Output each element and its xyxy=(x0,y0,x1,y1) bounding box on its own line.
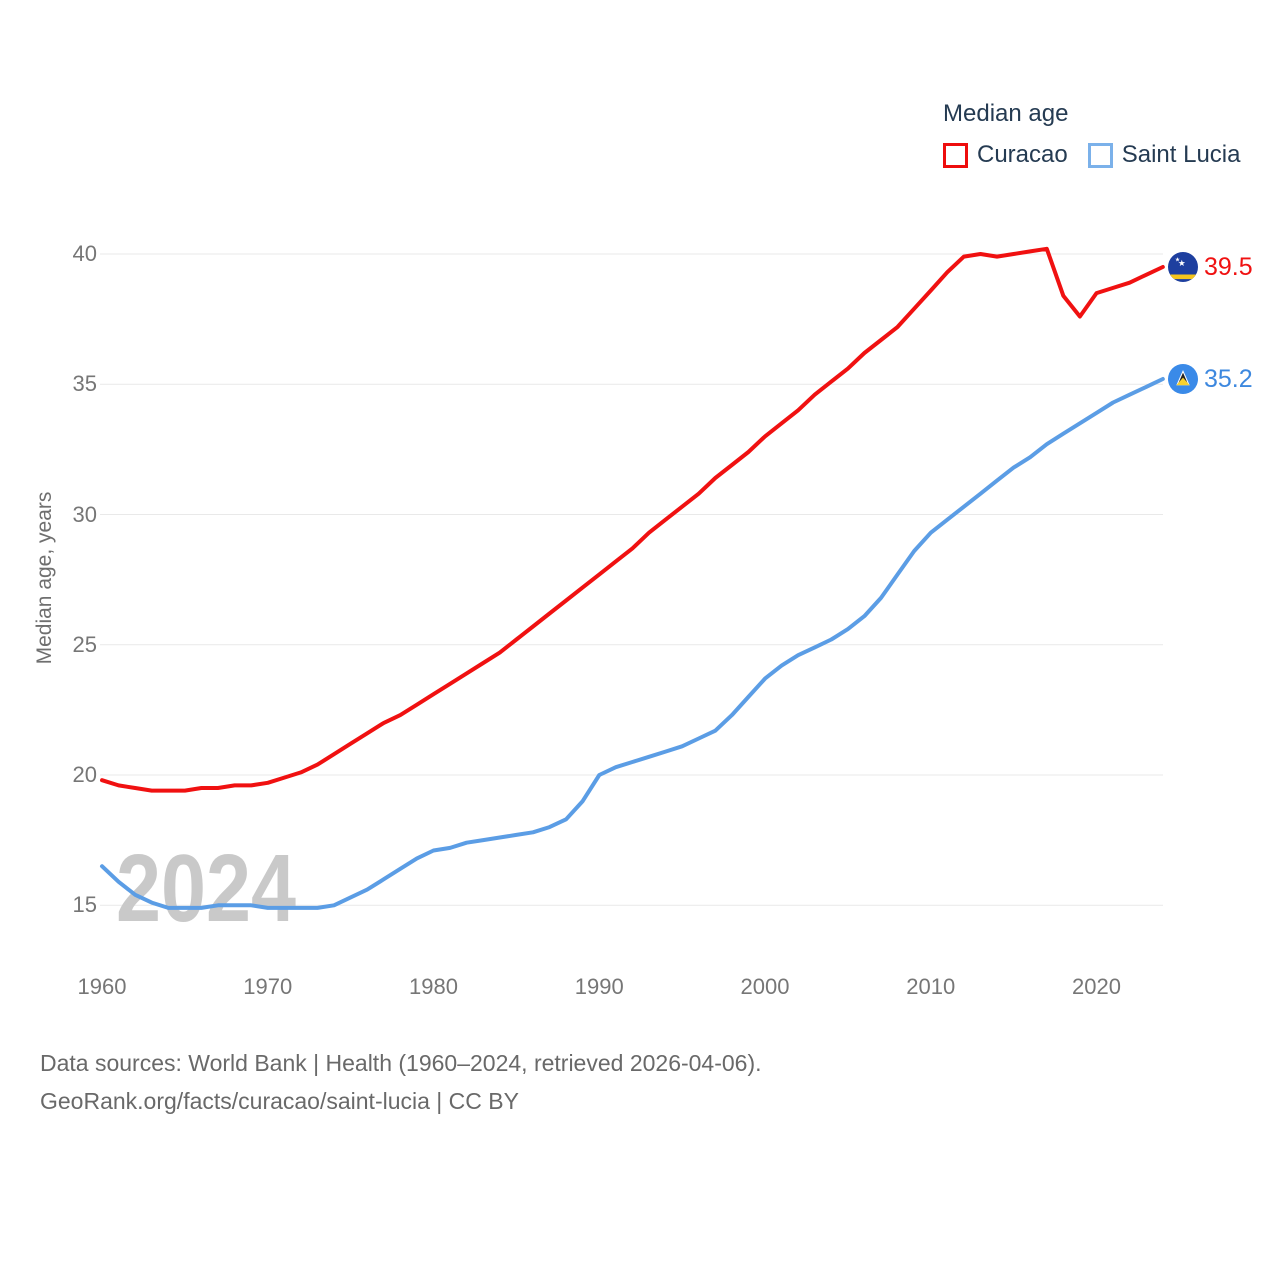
y-tick-label: 15 xyxy=(72,892,97,918)
watermark-year: 2024 xyxy=(116,835,296,942)
legend-label-curacao: Curacao xyxy=(977,141,1068,168)
plot-area: 2024 xyxy=(100,246,1165,942)
y-tick-label: 25 xyxy=(72,631,97,657)
footer-attribution-line: GeoRank.org/facts/curacao/saint-lucia | … xyxy=(40,1088,519,1114)
saint-lucia-swatch-icon xyxy=(1087,142,1113,168)
y-tick-label: 40 xyxy=(72,241,97,266)
saint-lucia-flag-icon xyxy=(1168,364,1198,395)
curacao-end-value: 39.5 xyxy=(1204,253,1253,282)
footer: Data sources: World Bank | Health (1960–… xyxy=(40,1044,762,1120)
series-line-saint-lucia xyxy=(100,377,1165,910)
x-tick-label: 2020 xyxy=(1072,974,1121,999)
legend-items: Curacao Saint Lucia xyxy=(943,141,1240,169)
saint-lucia-end-value: 35.2 xyxy=(1204,365,1253,394)
y-tick-label: 30 xyxy=(72,501,97,527)
x-tick-label: 1970 xyxy=(243,974,293,999)
saint-lucia-end-label: 35.2 xyxy=(1168,364,1253,395)
x-tick-label: 1960 xyxy=(77,974,127,999)
y-tick-label: 35 xyxy=(72,371,97,397)
curacao-end-label: 39.5 xyxy=(1168,252,1253,283)
legend-title: Median age xyxy=(943,100,1069,127)
curacao-flag-icon xyxy=(1168,252,1198,283)
y-axis-title: Median age, years xyxy=(33,491,56,665)
legend-label-saint-lucia: Saint Lucia xyxy=(1121,141,1241,168)
curacao-swatch-icon xyxy=(943,142,968,168)
x-tick-label: 2010 xyxy=(906,974,956,999)
x-tick-label: 1990 xyxy=(574,974,624,999)
series-line-curacao xyxy=(100,246,1165,793)
x-tick-label: 1980 xyxy=(409,974,458,999)
x-tick-label: 2000 xyxy=(740,974,790,999)
legend: Median age Curacao Saint Lucia xyxy=(943,100,1240,169)
legend-item-curacao[interactable]: Curacao xyxy=(943,141,1068,169)
legend-item-saint-lucia[interactable]: Saint Lucia xyxy=(1087,141,1241,169)
y-tick-label: 20 xyxy=(72,762,97,787)
footer-sources-line: Data sources: World Bank | Health (1960–… xyxy=(40,1050,762,1076)
